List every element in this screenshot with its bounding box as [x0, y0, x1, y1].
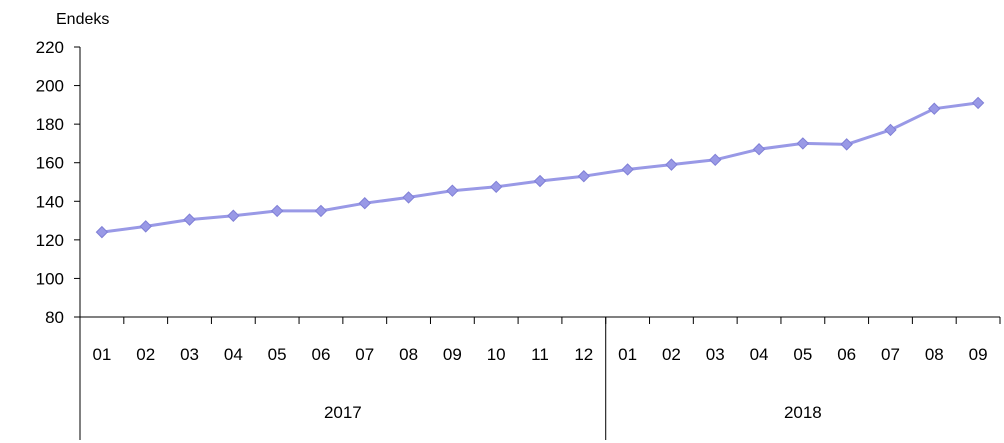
data-point — [840, 138, 853, 151]
data-point — [95, 225, 109, 239]
x-tick-label: 07 — [881, 345, 900, 364]
x-tick-label: 07 — [355, 345, 374, 364]
data-point — [227, 209, 240, 222]
x-tick-label: 02 — [136, 345, 155, 364]
data-point — [183, 213, 196, 226]
x-tick-label: 03 — [180, 345, 199, 364]
data-point — [446, 184, 459, 197]
data-point — [533, 174, 547, 188]
y-tick-label: 160 — [36, 154, 64, 173]
group-label: 2017 — [324, 403, 362, 422]
x-tick-label: 06 — [837, 345, 856, 364]
data-point — [884, 123, 897, 137]
x-tick-label: 09 — [443, 345, 462, 364]
data-point — [971, 96, 985, 110]
x-tick-label: 03 — [706, 345, 725, 364]
data-point — [270, 204, 284, 218]
data-point — [752, 143, 766, 156]
x-tick-label: 09 — [969, 345, 988, 364]
y-tick-label: 200 — [36, 77, 64, 96]
y-tick-label: 80 — [45, 308, 64, 327]
x-tick-label: 04 — [750, 345, 769, 364]
y-tick-label: 140 — [36, 192, 64, 211]
x-tick-label: 12 — [574, 345, 593, 364]
x-tick-label: 01 — [618, 345, 637, 364]
data-point — [796, 137, 810, 150]
data-point — [489, 180, 503, 194]
x-tick-label: 05 — [793, 345, 812, 364]
x-axis: 01 02 03 04 05 06 07 08 09 10 11 12 01 02 03 04 05 06 07 08… — [79, 316, 1001, 440]
y-tick-label: 120 — [36, 231, 64, 250]
data-point — [314, 204, 328, 218]
x-tick-label: 08 — [925, 345, 944, 364]
data-point — [402, 191, 415, 204]
x-tick-label: 02 — [662, 345, 681, 364]
x-tick-label: 10 — [487, 345, 506, 364]
x-tick-label: 11 — [531, 345, 549, 364]
x-tick-label: 04 — [224, 345, 243, 364]
y-tick-label: 100 — [36, 269, 64, 288]
x-tick-label: 08 — [399, 345, 418, 364]
x-tick-label: 05 — [268, 345, 287, 364]
group-label: 2018 — [784, 403, 822, 422]
series-layer — [95, 96, 985, 239]
data-point — [139, 220, 152, 233]
data-point — [709, 153, 722, 167]
x-tick-label: 01 — [92, 345, 111, 364]
data-point — [577, 170, 591, 183]
data-point — [928, 102, 941, 115]
y-axis-title: Endeks — [56, 11, 109, 28]
data-point — [665, 158, 678, 171]
x-tick-label: 06 — [311, 345, 330, 364]
y-axis: 80 100 120 140 160 180 200 220 — [36, 38, 81, 327]
data-point — [358, 197, 371, 210]
y-tick-label: 220 — [36, 38, 64, 57]
y-tick-label: 180 — [36, 115, 64, 134]
data-point — [621, 163, 634, 176]
